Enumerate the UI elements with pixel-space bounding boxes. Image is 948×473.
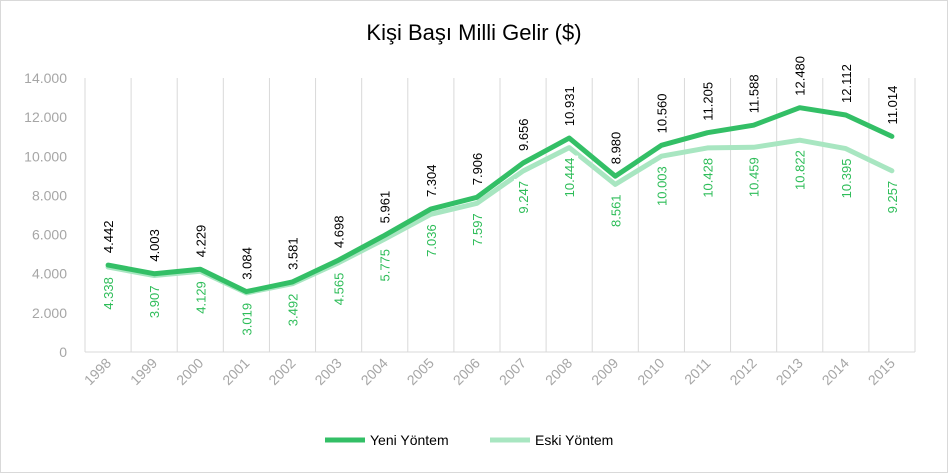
data-label-bg — [191, 279, 210, 320]
data-label-eski-yontem: 10.822 — [793, 150, 808, 190]
x-tick-label: 2014 — [819, 355, 852, 388]
data-label-eski-yontem: 4.338 — [101, 277, 116, 310]
y-tick-label: 2.000 — [32, 305, 67, 321]
x-tick-label: 2000 — [173, 355, 206, 388]
data-label-eski-yontem: 10.003 — [654, 166, 669, 206]
y-tick-label: 12.000 — [24, 109, 67, 125]
data-label-eski-yontem: 3.492 — [286, 294, 301, 327]
data-label-yeni-yontem: 10.931 — [562, 86, 577, 126]
data-label-eski-yontem: 5.775 — [378, 249, 393, 282]
data-label-yeni-yontem: 4.442 — [101, 221, 116, 254]
data-label-eski-yontem: 3.019 — [239, 303, 254, 336]
data-label-bg — [145, 283, 164, 325]
legend-label-yeni-yontem: Yeni Yöntem — [370, 432, 449, 448]
series-line-yeni-yontem — [105, 105, 895, 295]
y-tick-label: 10.000 — [24, 148, 67, 164]
data-label-eski-yontem: 10.395 — [839, 159, 854, 199]
data-label-bg — [698, 155, 717, 204]
x-tick-label: 2003 — [311, 355, 344, 388]
data-label-eski-yontem: 10.459 — [747, 157, 762, 197]
data-label-yeni-yontem: 4.229 — [193, 225, 208, 258]
data-label-eski-yontem: 7.036 — [424, 224, 439, 257]
data-label-yeni-yontem: 7.906 — [470, 153, 485, 186]
x-tick-label: 1998 — [81, 355, 114, 388]
data-label-bg — [99, 275, 118, 316]
data-label-eski-yontem: 10.428 — [701, 158, 716, 198]
data-label-yeni-yontem: 9.656 — [516, 118, 531, 151]
data-label-bg — [882, 178, 901, 220]
x-tick-label: 2015 — [865, 355, 898, 388]
x-tick-label: 2006 — [450, 355, 483, 388]
x-tick-label: 2007 — [496, 355, 529, 388]
data-label-bg — [652, 164, 671, 213]
data-label-bg — [606, 192, 625, 233]
data-label-bg — [467, 211, 486, 252]
data-label-yeni-yontem: 3.084 — [239, 247, 254, 280]
data-label-yeni-yontem: 7.304 — [424, 165, 439, 198]
y-tick-label: 14.000 — [24, 70, 67, 86]
x-tick-label: 2004 — [357, 355, 390, 388]
data-label-eski-yontem: 9.257 — [885, 181, 900, 214]
x-tick-label: 2005 — [404, 355, 437, 388]
y-tick-label: 8.000 — [32, 187, 67, 203]
legend-label-eski-yontem: Eski Yöntem — [535, 432, 613, 448]
y-tick-label: 0 — [59, 344, 67, 360]
data-label-yeni-yontem: 11.014 — [885, 86, 900, 125]
data-label-eski-yontem: 9.247 — [516, 181, 531, 214]
x-tick-label: 2001 — [219, 355, 252, 388]
data-label-yeni-yontem: 12.480 — [793, 56, 808, 96]
data-label-bg — [836, 156, 855, 205]
data-label-bg — [375, 246, 394, 288]
data-label-eski-yontem: 7.597 — [470, 213, 485, 246]
data-label-eski-yontem: 3.907 — [147, 286, 162, 319]
data-label-yeni-yontem: 4.698 — [332, 216, 347, 249]
data-label-yeni-yontem: 11.588 — [747, 74, 762, 113]
data-label-eski-yontem: 4.565 — [332, 273, 347, 306]
y-tick-label: 4.000 — [32, 266, 67, 282]
data-label-bg — [421, 222, 440, 263]
data-label-bg — [744, 155, 763, 204]
x-tick-label: 2012 — [726, 355, 759, 388]
chart-title: Kişi Başı Milli Gelir ($) — [366, 20, 582, 45]
x-tick-label: 2010 — [634, 355, 667, 388]
data-label-yeni-yontem: 3.581 — [286, 237, 301, 270]
data-label-bg — [514, 179, 533, 220]
data-label-eski-yontem: 10.444 — [562, 158, 577, 198]
data-label-bg — [283, 291, 302, 333]
data-label-yeni-yontem: 12.112 — [839, 64, 854, 103]
x-tick-label: 2013 — [772, 355, 805, 388]
y-tick-label: 6.000 — [32, 227, 67, 243]
x-tick-label: 2002 — [265, 355, 298, 388]
data-label-yeni-yontem: 10.560 — [654, 94, 669, 134]
x-tick-label: 1999 — [127, 355, 160, 388]
data-label-bg — [790, 148, 809, 196]
data-label-bg — [329, 270, 348, 312]
data-label-yeni-yontem: 8.980 — [608, 132, 623, 165]
x-tick-label: 2009 — [588, 355, 621, 388]
data-label-bg — [237, 300, 256, 342]
data-label-yeni-yontem: 4.003 — [147, 229, 162, 262]
x-tick-label: 2008 — [542, 355, 575, 388]
x-tick-label: 2011 — [681, 355, 714, 388]
data-label-yeni-yontem: 5.961 — [378, 191, 393, 224]
data-label-bg — [560, 155, 579, 204]
data-label-yeni-yontem: 11.205 — [701, 82, 716, 121]
data-label-eski-yontem: 4.129 — [193, 281, 208, 314]
data-label-eski-yontem: 8.561 — [608, 194, 623, 227]
